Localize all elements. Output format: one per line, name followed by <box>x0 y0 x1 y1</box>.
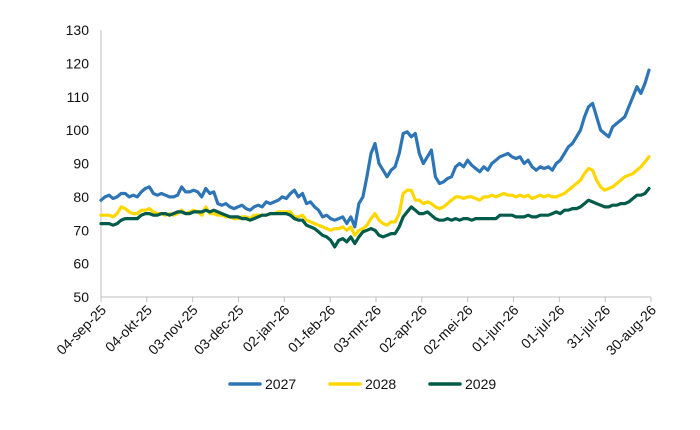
y-tick-label: 70 <box>73 222 89 238</box>
series-line-2027 <box>99 68 651 229</box>
y-tick-label: 80 <box>73 189 89 205</box>
x-tick-label: 02-jan-26 <box>239 302 292 355</box>
x-tick-label: 03-mrt-26 <box>330 302 384 356</box>
y-tick-label: 130 <box>66 22 90 38</box>
legend-label-2029: 2029 <box>465 376 496 392</box>
x-tick-label: 04-sep-25 <box>53 302 109 358</box>
legend: 2027 2028 2029 <box>228 376 496 392</box>
series-line-2028 <box>99 155 651 237</box>
x-tick-label: 03-dec-25 <box>191 302 247 358</box>
y-tick-label: 120 <box>66 55 90 71</box>
x-tick-label: 30-aug-26 <box>603 302 660 359</box>
y-axis: 50 60 70 80 90 100 110 120 130 <box>66 22 102 305</box>
y-tick-label: 50 <box>73 289 89 305</box>
y-tick-label: 60 <box>73 256 89 272</box>
y-tick-label: 100 <box>66 122 90 138</box>
y-tick-label: 110 <box>67 89 90 105</box>
x-axis: 04-sep-2504-okt-2503-nov-2503-dec-2502-j… <box>53 296 660 359</box>
x-tick-label: 01-jun-26 <box>468 302 521 355</box>
legend-label-2027: 2027 <box>265 376 296 392</box>
y-tick-label: 90 <box>73 156 89 172</box>
legend-label-2028: 2028 <box>365 376 396 392</box>
x-tick-label: 02-mei-26 <box>420 302 476 358</box>
x-tick-label: 01-feb-26 <box>285 302 339 356</box>
series-lines <box>99 68 651 249</box>
series-line-2029 <box>99 186 651 249</box>
x-tick-label: 01-jul-26 <box>518 302 568 352</box>
